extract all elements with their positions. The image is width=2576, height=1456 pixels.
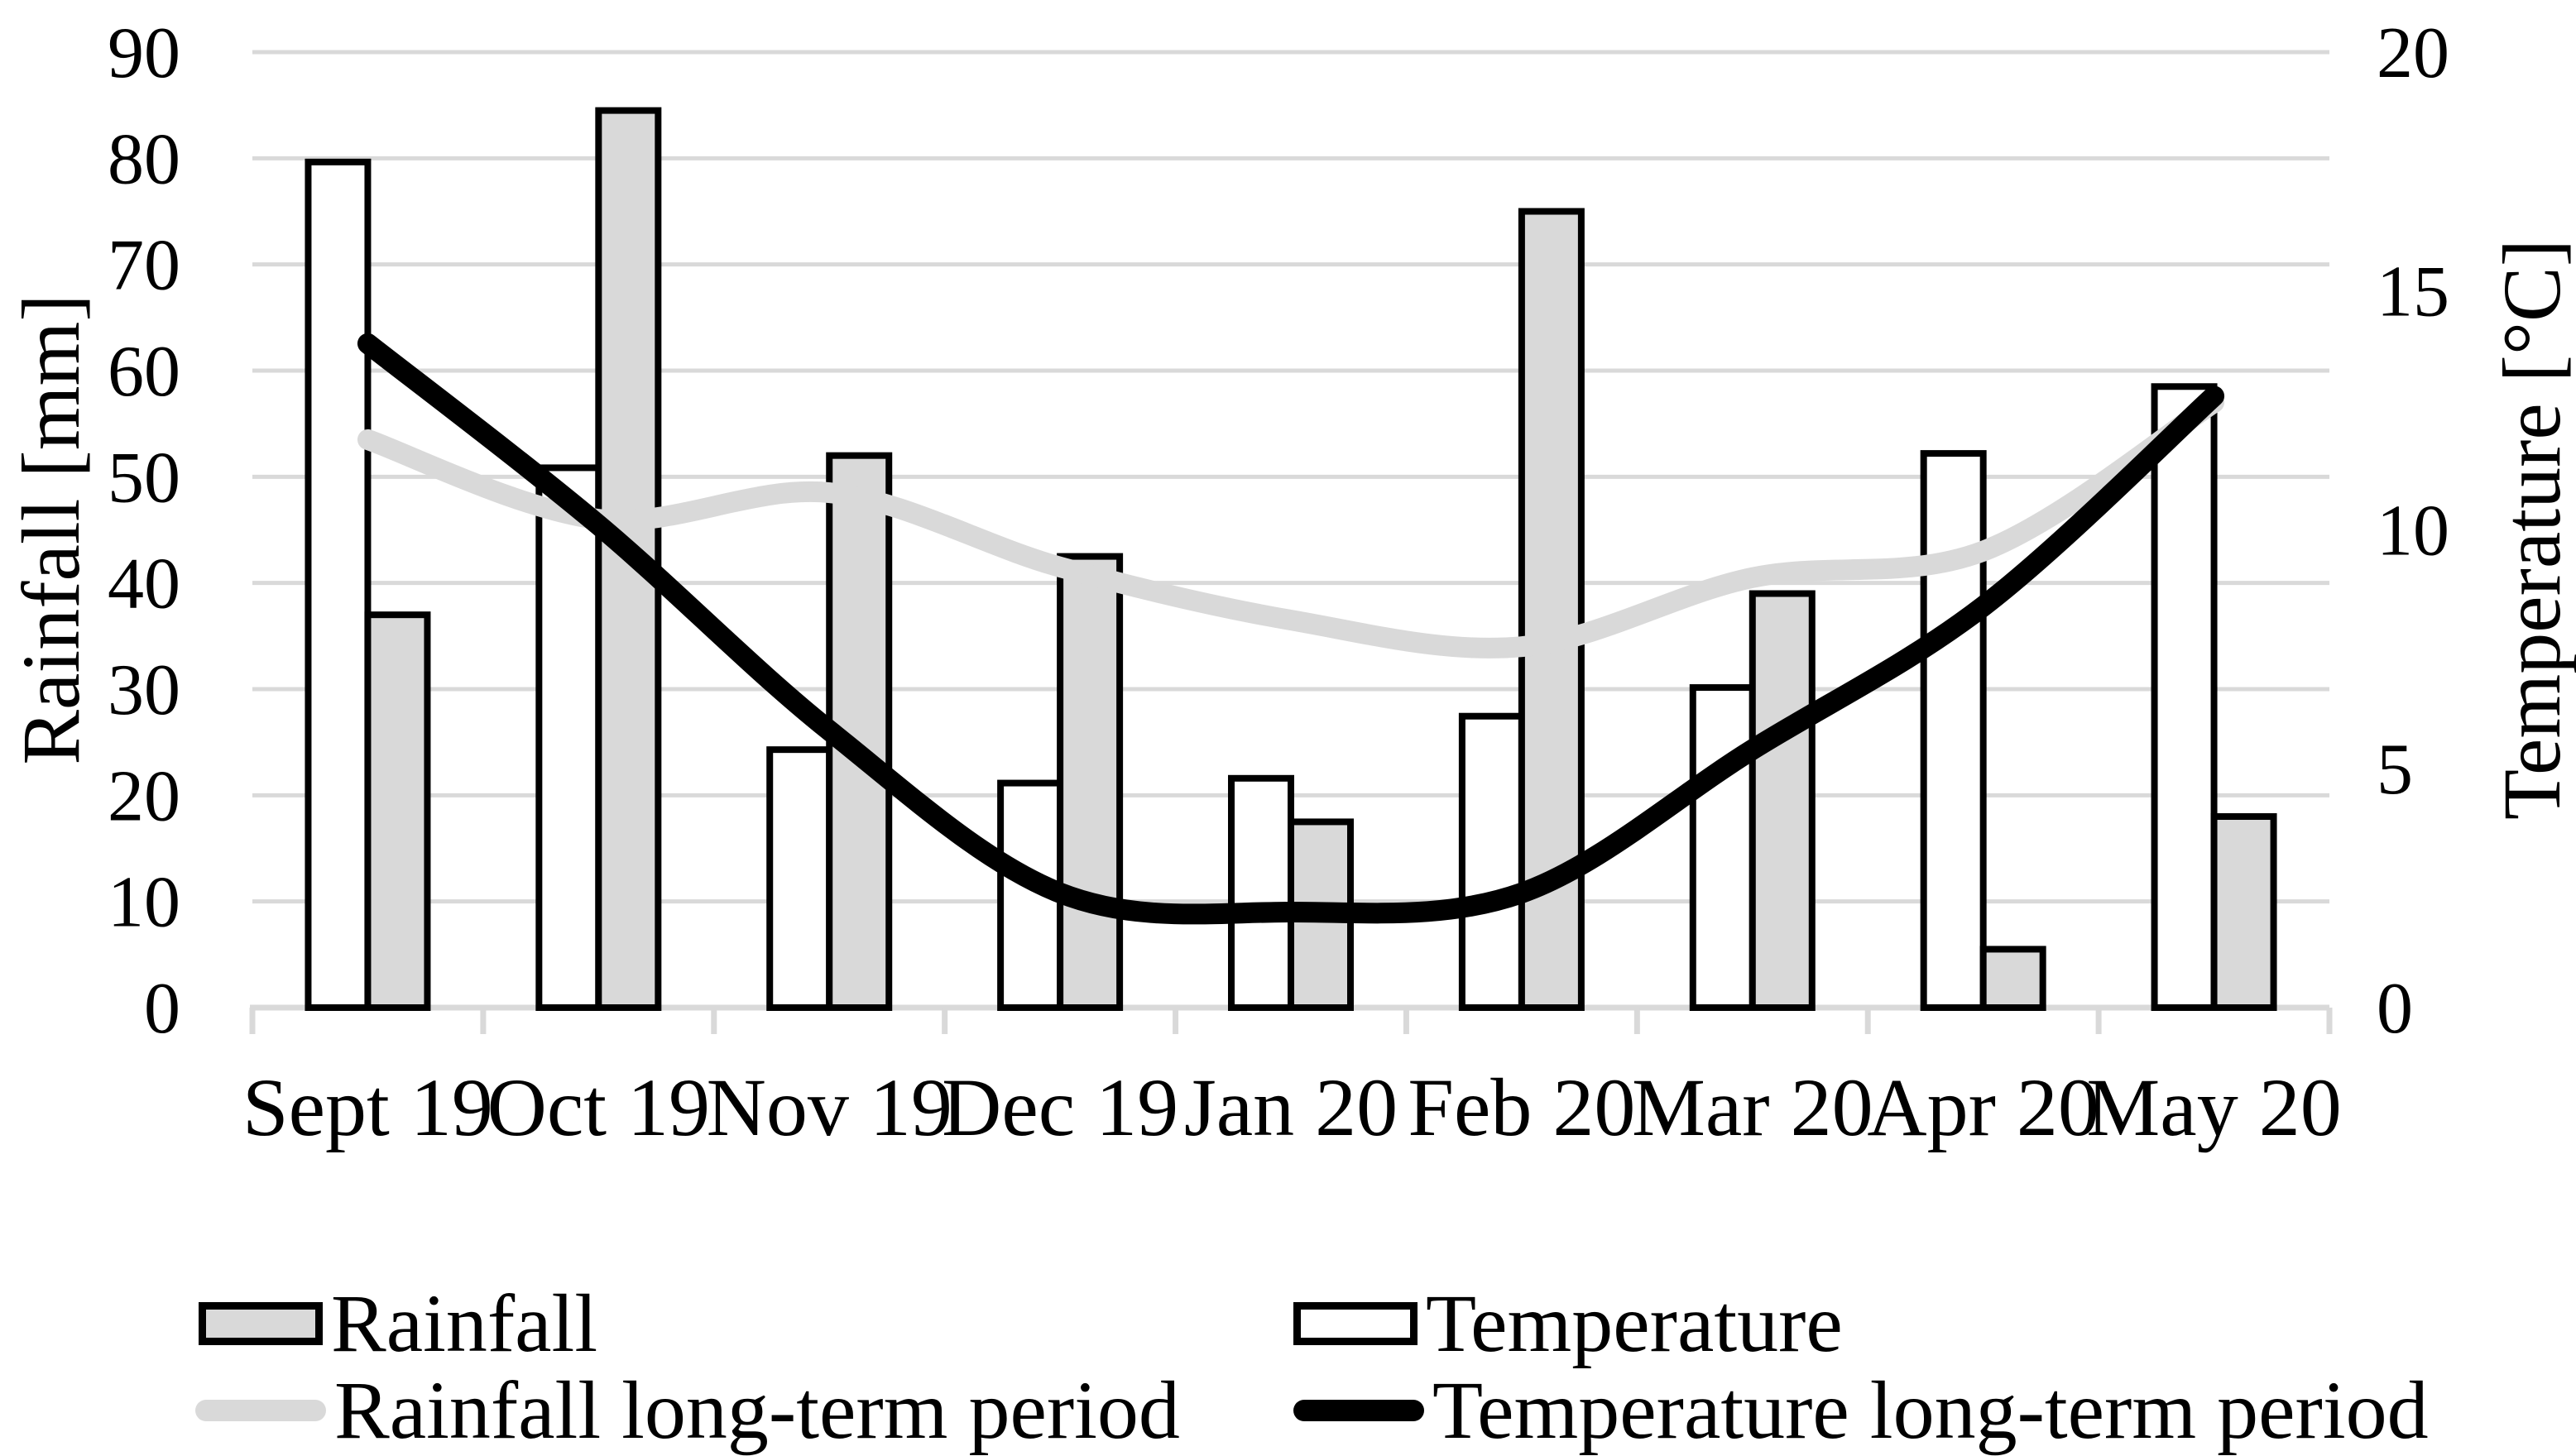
- x-axis-tick-label: Jan 20: [1184, 1061, 1398, 1153]
- left-axis-title: Rainfall [mm]: [5, 294, 97, 765]
- legend-item-temperature: Temperature: [1293, 1282, 1843, 1365]
- y-axis-tick-label: 40: [108, 544, 180, 625]
- bar-temperature: [1228, 774, 1294, 1011]
- x-axis-tick-label: Nov 19: [707, 1061, 952, 1153]
- line-rainfall-longterm: [357, 392, 2225, 659]
- x-axis-tick-label: Mar 20: [1632, 1061, 1873, 1153]
- bar-rainfall: [1057, 553, 1124, 1011]
- legend-label: Temperature: [1426, 1277, 1843, 1369]
- y2-axis-tick-label: 10: [2377, 491, 2449, 571]
- bar-temperature: [305, 158, 372, 1011]
- y-axis-tick-label: 80: [108, 119, 180, 199]
- bar-temperature: [1458, 712, 1525, 1011]
- y-axis-tick-label: 50: [108, 438, 180, 518]
- legend-item-rainfall: Rainfall: [199, 1282, 597, 1365]
- legend-label: Temperature long-term period: [1432, 1364, 2429, 1456]
- y-axis-tick-label: 0: [144, 969, 180, 1049]
- x-axis-tick-label: Sept 19: [242, 1061, 493, 1153]
- bar-temperature: [1689, 684, 1756, 1011]
- rainfall-bar-swatch-icon: [199, 1302, 323, 1345]
- y2-axis-tick-label: 20: [2377, 13, 2449, 93]
- y-axis-tick-label: 30: [108, 650, 180, 730]
- legend-label: Rainfall long-term period: [334, 1364, 1180, 1456]
- bar-rainfall: [2210, 813, 2277, 1011]
- y2-axis-tick-label: 0: [2377, 969, 2413, 1049]
- legend-item-rainfall-longterm: Rainfall long-term period: [195, 1369, 1180, 1452]
- bar-rainfall: [1749, 590, 1816, 1011]
- legend-item-temperature-longterm: Temperature long-term period: [1293, 1369, 2429, 1452]
- x-axis-tick-label: May 20: [2086, 1061, 2341, 1153]
- y-axis-tick-label: 10: [108, 863, 180, 943]
- right-axis-title: Temperature [°C]: [2486, 238, 2576, 821]
- y2-axis-tick-label: 15: [2377, 252, 2449, 333]
- bar-temperature: [2151, 383, 2218, 1011]
- x-axis-tick-label: Dec 19: [942, 1061, 1178, 1153]
- temperature-bar-swatch-icon: [1293, 1302, 1418, 1345]
- x-axis-tick-label: Oct 19: [487, 1061, 710, 1153]
- y-axis-tick-label: 60: [108, 332, 180, 412]
- y-axis-tick-label: 90: [108, 13, 180, 93]
- bar-rainfall: [364, 611, 431, 1012]
- y-axis-tick-label: 20: [108, 756, 180, 836]
- y2-axis-tick-label: 5: [2377, 730, 2413, 810]
- y-axis-tick-label: 70: [108, 226, 180, 306]
- rainfall-longterm-line-swatch-icon: [195, 1400, 326, 1421]
- bar-temperature: [766, 746, 833, 1012]
- bar-temperature: [535, 464, 602, 1011]
- temperature-longterm-line-swatch-icon: [1293, 1400, 1424, 1421]
- x-axis-tick-label: Apr 20: [1867, 1061, 2099, 1153]
- x-axis-tick-label: Feb 20: [1408, 1061, 1635, 1153]
- line-temperature-longterm: [357, 333, 2225, 925]
- legend-label: Rainfall: [331, 1277, 598, 1369]
- bar-rainfall: [1979, 946, 2046, 1011]
- bar-temperature: [1920, 450, 1987, 1011]
